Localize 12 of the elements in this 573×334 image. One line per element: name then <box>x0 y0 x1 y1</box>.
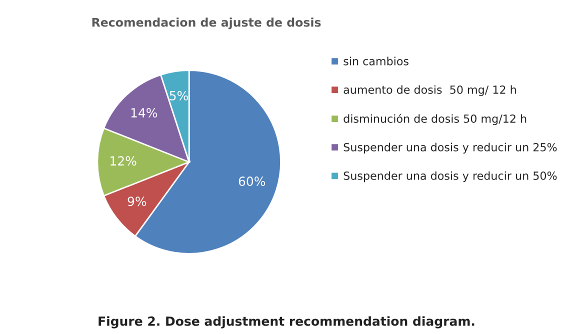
chart-title: Recomendacion de ajuste de dosis <box>92 18 321 30</box>
data-label: 12% <box>110 156 136 166</box>
data-label: 14% <box>131 108 158 118</box>
legend-label: aumento de dosis 50 mg/ 12 h <box>344 85 516 96</box>
data-label: 9% <box>128 196 146 206</box>
legend-label: Suspender una dosis y reducir un 25% <box>344 142 557 154</box>
caption: Figure 2. Dose adjustment recommendation diagram. <box>98 316 474 328</box>
legend-label: sin cambios <box>344 56 408 66</box>
legend-label: disminución de dosis 50 mg/12 h <box>344 114 526 126</box>
data-label: 60% <box>238 176 266 186</box>
legend-label: Suspender una dosis y reducir un 50% <box>344 171 557 182</box>
data-label: 5% <box>170 90 188 100</box>
